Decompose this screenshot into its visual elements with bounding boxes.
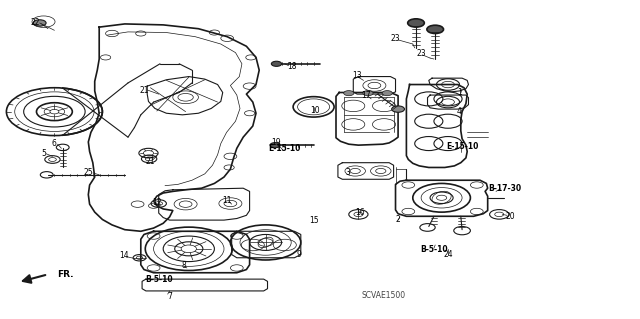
Circle shape	[392, 106, 404, 112]
Text: 25: 25	[83, 168, 93, 177]
Circle shape	[408, 19, 424, 27]
Circle shape	[427, 25, 444, 33]
Text: 15: 15	[308, 216, 319, 225]
Text: E-15-10: E-15-10	[446, 142, 478, 151]
Circle shape	[271, 61, 282, 66]
Text: 24: 24	[443, 250, 453, 259]
Text: 2: 2	[396, 215, 401, 224]
Text: 22: 22	[31, 18, 40, 27]
Text: B-5-10: B-5-10	[145, 275, 173, 284]
Text: 7: 7	[167, 292, 172, 300]
Text: 20: 20	[505, 212, 515, 221]
Text: B-5-10: B-5-10	[420, 245, 448, 254]
Text: SCVAE1500: SCVAE1500	[362, 291, 406, 300]
Circle shape	[363, 91, 373, 96]
Text: 21: 21	[140, 86, 148, 95]
Text: FR.: FR.	[58, 271, 74, 279]
Text: 6: 6	[52, 139, 57, 148]
Text: 4: 4	[457, 107, 462, 116]
Text: 11: 11	[223, 197, 232, 205]
Text: 10: 10	[310, 106, 320, 115]
Circle shape	[382, 91, 392, 96]
Text: 23: 23	[416, 49, 426, 58]
Text: 19: 19	[271, 138, 282, 147]
Text: 18: 18	[287, 62, 296, 70]
Text: E-15-10: E-15-10	[269, 144, 301, 153]
Circle shape	[270, 143, 280, 148]
Circle shape	[33, 20, 46, 26]
Text: 13: 13	[352, 71, 362, 80]
Text: 17: 17	[361, 91, 371, 100]
Text: 3: 3	[345, 168, 350, 177]
Text: 21: 21	[146, 157, 155, 166]
Text: 1: 1	[457, 88, 462, 97]
Text: 5: 5	[41, 149, 46, 158]
Text: B-17-30: B-17-30	[488, 184, 521, 193]
Text: 23: 23	[390, 34, 401, 43]
Text: 9: 9	[296, 250, 301, 259]
Text: 12: 12	[152, 198, 161, 207]
Circle shape	[344, 91, 354, 96]
Text: 8: 8	[181, 261, 186, 270]
Text: 16: 16	[355, 208, 365, 217]
Text: 14: 14	[118, 251, 129, 260]
